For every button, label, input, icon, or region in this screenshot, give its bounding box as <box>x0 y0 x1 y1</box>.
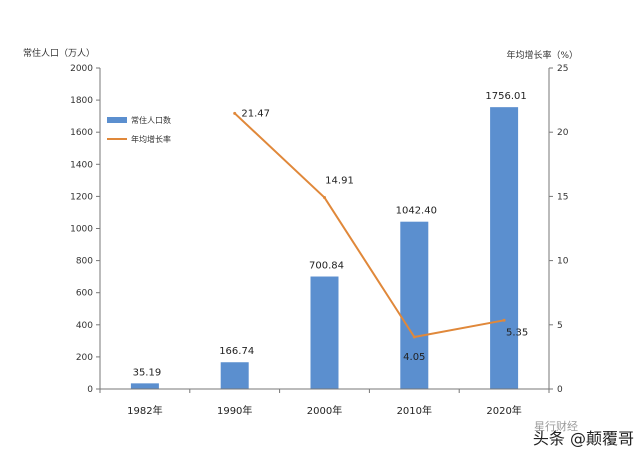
x-tick-label-0: 1982年 <box>127 404 162 417</box>
x-tick-label-1: 1990年 <box>217 404 252 417</box>
y-left-tick-label-1: 200 <box>76 353 93 363</box>
y-left-tick-label-5: 1000 <box>70 225 93 235</box>
y-left-tick-label-8: 1600 <box>70 128 93 138</box>
y-right-tick-label-5: 25 <box>557 64 568 74</box>
y-right-tick-label-3: 15 <box>557 192 568 202</box>
line-point-4 <box>502 318 506 322</box>
y-axis-left-title: 常住人口（万人） <box>23 47 95 59</box>
y-left-tick-label-2: 400 <box>76 321 93 331</box>
y-left-tick-label-4: 800 <box>76 257 93 267</box>
x-tick-label-3: 2010年 <box>397 404 432 417</box>
line-series <box>233 111 506 339</box>
x-tick-label-4: 2020年 <box>486 404 521 417</box>
legend-label-line: 年均增长率 <box>131 134 171 144</box>
line-label-3: 4.05 <box>403 352 425 363</box>
y-right-tick-label-4: 20 <box>557 128 569 138</box>
legend: 常住人口数 年均增长率 <box>107 115 171 144</box>
line-growth-rate <box>234 112 505 338</box>
bar-label-3: 1042.40 <box>396 206 437 217</box>
y-left-tick-label-7: 1400 <box>70 160 93 170</box>
bar-2 <box>310 276 339 389</box>
y-left-tick-label-10: 2000 <box>70 64 93 74</box>
bar-label-4: 1756.01 <box>485 91 526 102</box>
bar-0 <box>130 383 159 389</box>
line-label-2: 14.91 <box>325 176 354 187</box>
watermark-faint-text: 星行财经 <box>534 419 578 433</box>
line-point-3 <box>412 335 416 339</box>
x-tick-label-2: 2000年 <box>307 404 342 417</box>
line-point-2 <box>323 196 326 200</box>
y-left-tick-label-9: 1800 <box>70 96 93 106</box>
y-right-tick-label-1: 5 <box>557 321 563 331</box>
bar-label-0: 35.19 <box>133 367 162 378</box>
watermark-text: 头条 @颠覆哥 <box>533 429 634 448</box>
y-right-tick-label-0: 0 <box>557 385 563 395</box>
line-label-1: 21.47 <box>241 108 270 119</box>
bar-4 <box>490 107 519 389</box>
bar-series <box>130 107 519 389</box>
y-axis-right-title: 年均增长率（%） <box>506 49 578 61</box>
bar-3 <box>400 221 429 389</box>
data-labels: 35.19 166.74 700.84 1042.40 1756.01 21.47 14.9… <box>133 91 529 378</box>
bar-label-1: 166.74 <box>219 346 254 357</box>
y-right-tick-label-2: 10 <box>557 257 569 267</box>
line-label-4: 5.35 <box>506 327 528 338</box>
line-point-1 <box>233 111 237 115</box>
legend-swatch-bar <box>107 117 127 123</box>
y-left-tick-label-0: 0 <box>87 385 93 395</box>
y-left-tick-label-6: 1200 <box>70 192 93 202</box>
y-left-tick-label-3: 600 <box>76 289 93 299</box>
bar-1 <box>220 362 249 389</box>
watermark: 星行财经 头条 @颠覆哥 <box>533 419 634 448</box>
legend-label-bar: 常住人口数 <box>131 115 171 125</box>
bar-label-2: 700.84 <box>309 261 344 272</box>
axes: 0 200 400 600 800 1000 1200 1400 1600 1800 2000 0 5 1… <box>70 64 569 417</box>
